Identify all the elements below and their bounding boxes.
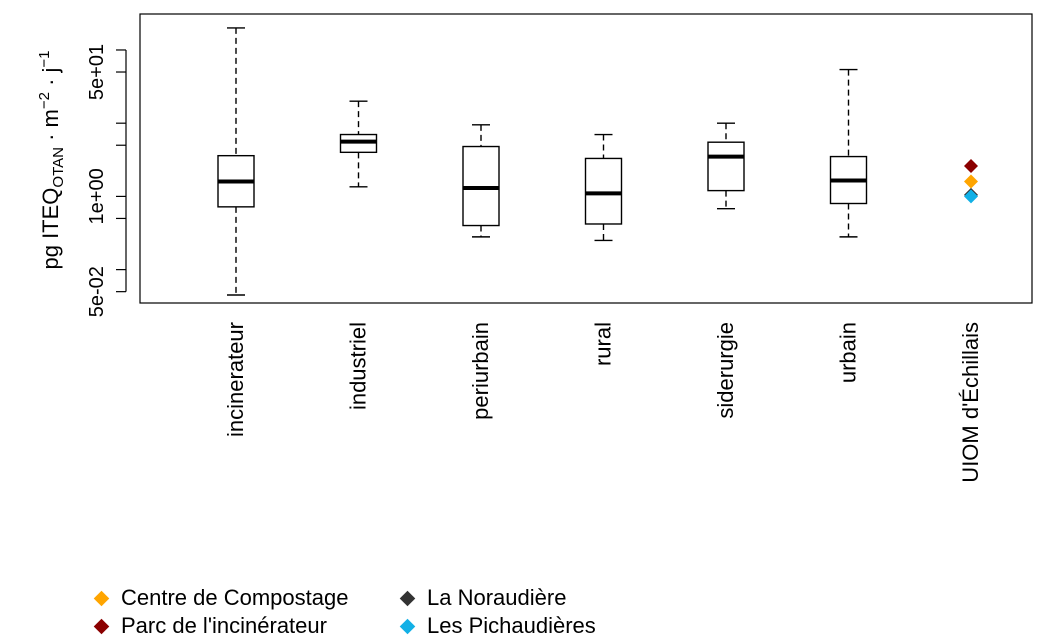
boxplot-series — [217, 27, 868, 296]
y-axis-label-exponent-j: −1 — [36, 50, 53, 67]
x-axis-labels: incinerateur industriel periurbain rural sid… — [223, 322, 983, 483]
x-tick-label: industriel — [346, 322, 371, 410]
x-tick-label: periurbain — [468, 322, 493, 420]
point-Centre de Compostage — [964, 174, 978, 189]
y-axis-label-unit-j: · j — [38, 68, 63, 92]
y-axis: 5e-02 1e+00 5e+01 — [86, 44, 127, 317]
y-tick-label: 5e-02 — [86, 266, 108, 317]
y-axis-label-main: pg ITEQ — [38, 188, 63, 270]
point-Les Pichaudières — [964, 189, 978, 204]
x-tick-label: rural — [591, 322, 616, 366]
y-axis-label-subscript: OTAN — [50, 147, 67, 188]
y-axis-label-unit-m: · m — [38, 109, 63, 147]
plot-frame — [139, 13, 1033, 304]
point-Parc de l'incinérateur — [964, 159, 978, 174]
box-siderurgie — [707, 122, 745, 210]
box-iqr — [462, 145, 500, 227]
legend-label: La Noraudière — [427, 585, 567, 610]
box-rural — [584, 133, 623, 242]
x-tick-label: incinerateur — [223, 322, 248, 437]
diamond-marker-icon — [399, 590, 416, 606]
legend-label: Les Pichaudières — [427, 613, 596, 638]
box-incinerateur — [217, 27, 255, 296]
legend-label: Parc de l'incinérateur — [121, 613, 327, 638]
legend-label: Centre de Compostage — [121, 585, 349, 610]
legend-item-les-pichaudieres: Les Pichaudières — [398, 613, 638, 639]
x-tick-label: siderurgie — [713, 322, 738, 419]
box-iqr — [707, 141, 745, 192]
y-tick-label: 5e+01 — [86, 44, 108, 100]
diamond-marker-icon — [93, 590, 110, 606]
y-axis-label-exponent-m: −2 — [36, 92, 53, 109]
box-urbain — [829, 68, 868, 238]
x-tick-label: urbain — [836, 322, 861, 383]
diamond-marker-icon — [93, 618, 110, 634]
chart-svg: 5e-02 1e+00 5e+01 incinerateur industriel pe… — [36, 13, 1033, 483]
point-series — [964, 159, 978, 204]
y-tick-label: 1e+00 — [86, 168, 108, 224]
legend: Centre de Compostage La Noraudière Parc … — [92, 585, 638, 639]
legend-item-la-noraudiere: La Noraudière — [398, 585, 638, 611]
box-industriel — [339, 100, 378, 188]
box-iqr — [584, 157, 623, 225]
y-axis-label: pg ITEQOTAN · m−2 · j−1 — [36, 50, 67, 269]
legend-item-centre-de-compostage: Centre de Compostage — [92, 585, 398, 611]
box-periurbain — [462, 124, 500, 238]
legend-item-parc-de-l-incinerateur: Parc de l'incinérateur — [92, 613, 398, 639]
x-tick-label: UIOM d'Échillais — [958, 322, 983, 483]
diamond-marker-icon — [399, 618, 416, 634]
